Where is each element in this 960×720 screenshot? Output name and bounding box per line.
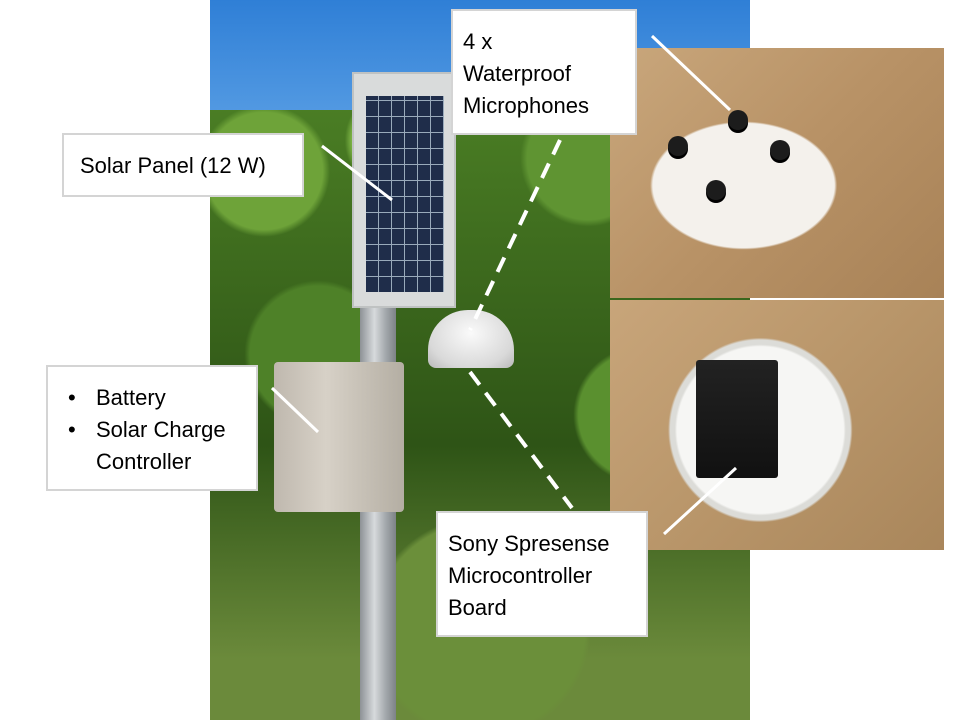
charge-controller-item-cont: Controller [96,449,192,474]
solar-panel-picture [352,72,456,308]
microphones-line-2: Waterproof [463,61,572,86]
board-line-2: Microcontroller [448,563,593,588]
board-callout: Sony Spresense Microcontroller Board [436,511,648,637]
mics-dashed-leader [468,139,562,331]
battery-item: Battery [58,382,246,414]
mic-knob-3 [770,140,790,160]
board-leader [662,466,738,536]
microphone-mount-photo [610,48,944,298]
charge-controller-item: Solar Charge [58,414,246,446]
microcontroller-board-picture [696,360,778,478]
solar-panel-callout: Solar Panel (12 W) [62,133,304,197]
battery-leader [270,386,320,434]
microphones-line-3: Microphones [463,93,589,118]
microphones-callout: 4 x Waterproof Microphones [451,9,637,135]
mic-knob-4 [706,180,726,200]
mics-leader [650,34,732,112]
board-dashed-leader [468,370,574,510]
battery-enclosure-picture [274,362,404,512]
mic-knob-2 [668,136,688,156]
microphones-line-1: 4 x [463,29,493,54]
microphone-dome-picture [428,310,514,368]
solar-panel-label: Solar Panel (12 W) [80,153,266,178]
board-line-1: Sony Spresense [448,531,610,556]
enclosure-callout: Battery Solar Charge Controller [46,365,258,491]
solar-cells [366,96,444,292]
mic-knob-1 [728,110,748,130]
board-line-3: Board [448,595,507,620]
board-photo [610,300,944,550]
solar-leader [321,144,393,202]
